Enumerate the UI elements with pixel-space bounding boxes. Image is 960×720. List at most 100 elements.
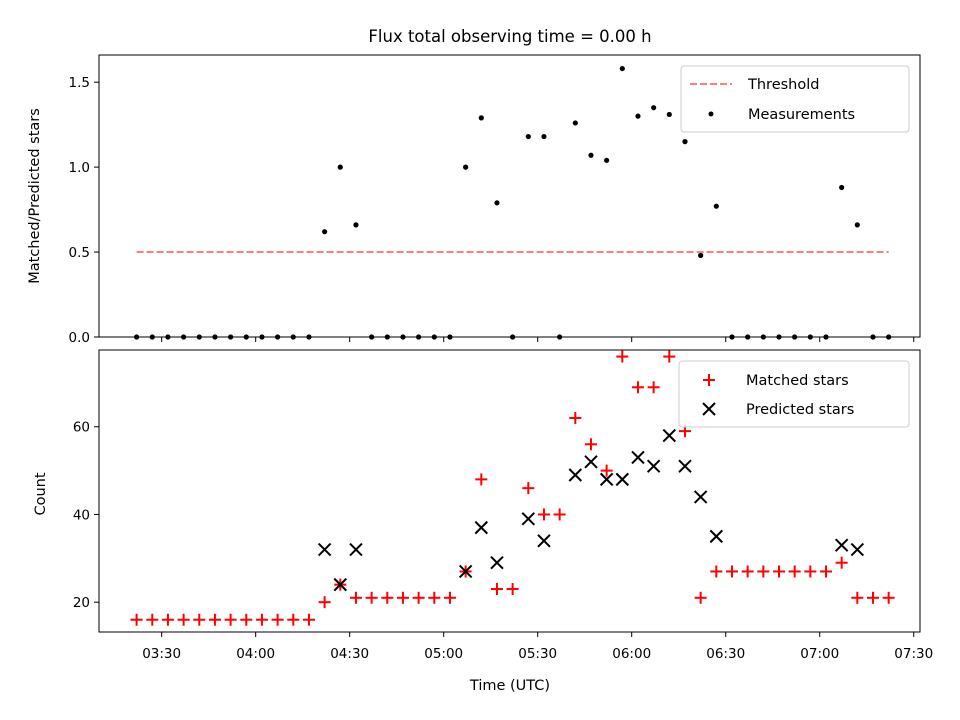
matched-star-point — [851, 591, 864, 604]
top-y-tick-label: 1.5 — [69, 75, 90, 91]
predicted-star-point — [474, 520, 489, 535]
bottom-y-tick-label: 60 — [73, 420, 90, 436]
matched-star-point — [584, 438, 597, 451]
bottom-x-axis: 03:30 04:00 04:30 05:00 05:30 06:00 06:30 07:00… — [142, 632, 933, 662]
predicted-star-mark-b — [584, 455, 598, 469]
predicted-star-mark-b — [693, 490, 708, 504]
matched-star-point — [537, 508, 550, 521]
predicted-star-mark-b — [631, 450, 645, 465]
matched-star-point — [271, 613, 284, 626]
matched-star-point — [522, 482, 535, 495]
predicted-star-point — [662, 428, 677, 443]
predicted-star-mark-b — [490, 555, 504, 570]
matched-star-point — [804, 565, 817, 578]
top-legend: Threshold Measurements — [680, 65, 910, 133]
matched-star-point — [161, 613, 174, 626]
predicted-star-point — [333, 577, 347, 592]
matched-star-point — [663, 350, 676, 363]
measurement-point — [682, 139, 688, 145]
top-y-tick-label: 0.5 — [69, 245, 90, 261]
predicted-star-point — [646, 459, 661, 473]
measurement-point — [635, 113, 641, 119]
matched-star-point — [255, 613, 268, 626]
matched-star-point — [240, 613, 253, 626]
matched-star-point — [506, 583, 519, 596]
predicted-star-point — [490, 555, 504, 570]
predicted-star-mark-b — [662, 428, 677, 443]
bottom-y-axis-label: Count — [33, 472, 49, 515]
matched-star-point — [443, 591, 456, 604]
matched-star-point — [224, 613, 237, 626]
measurement-point — [478, 115, 484, 121]
measurement-point — [651, 105, 657, 111]
predicted-star-mark-b — [474, 520, 489, 535]
predicted-star-mark-b — [458, 564, 473, 579]
predicted-star-point — [850, 542, 865, 557]
matched-star-point — [569, 411, 582, 424]
predicted-star-point — [521, 512, 536, 526]
bottom-x-tick-label: 07:00 — [800, 646, 839, 662]
matched-star-point — [616, 350, 629, 363]
measurement-point — [698, 252, 704, 259]
top-chart-title: Flux total observing time = 0.00 h — [368, 27, 651, 46]
bottom-x-axis-label: Time (UTC) — [469, 678, 550, 694]
measurement-point — [619, 65, 625, 72]
top-y-axis-label: Matched/Predicted stars — [27, 108, 43, 284]
measurement-point — [353, 222, 359, 228]
matched-star-point — [287, 613, 300, 626]
matched-star-point — [490, 583, 503, 596]
predicted-star-point — [693, 490, 708, 504]
measurement-point — [854, 222, 860, 228]
predicted-star-point — [599, 472, 614, 487]
measurement-point — [572, 120, 578, 126]
measurement-point — [463, 164, 469, 170]
legend-matched-swatch — [703, 374, 715, 386]
measurement-point — [322, 229, 328, 235]
bottom-x-tick-label: 04:30 — [330, 646, 369, 662]
matched-star-point — [694, 591, 707, 604]
matched-star-point — [428, 591, 441, 604]
matched-star-point — [396, 591, 409, 604]
predicted-star-mark-b — [615, 472, 630, 487]
measurement-point — [588, 152, 594, 158]
top-panel: Flux total observing time = 0.00 h 0.00.… — [27, 27, 921, 346]
predicted-star-point — [615, 472, 630, 487]
bottom-x-tick-label: 04:00 — [236, 646, 275, 662]
predicted-star-mark-b — [834, 538, 849, 552]
legend-threshold-label: Threshold — [747, 77, 819, 93]
matched-star-point — [130, 613, 143, 626]
matched-star-point — [208, 613, 221, 626]
matched-star-point — [381, 591, 394, 604]
legend-measurements-swatch — [708, 111, 714, 117]
matched-star-point — [146, 613, 159, 626]
top-y-tick-label: 1.0 — [69, 160, 90, 176]
predicted-star-point — [458, 564, 473, 579]
matched-star-point — [349, 591, 362, 604]
top-y-axis: 0.0 0.5 1.0 1.5 — [69, 75, 99, 346]
matched-star-point — [757, 565, 770, 578]
measurement-point — [713, 203, 719, 209]
matched-star-point — [318, 596, 331, 609]
legend-matched-label: Matched stars — [746, 373, 849, 389]
measurement-point — [604, 157, 610, 163]
predicted-star-mark-b — [333, 577, 347, 592]
bottom-x-tick-label: 03:30 — [142, 646, 181, 662]
matched-star-point — [600, 464, 613, 477]
matched-star-point — [177, 613, 190, 626]
top-y-tick-label: 0.0 — [69, 330, 90, 346]
matched-star-point — [475, 473, 488, 486]
bottom-x-tick-label: 05:00 — [424, 646, 463, 662]
matched-star-point — [819, 565, 832, 578]
predicted-star-point — [568, 468, 583, 482]
bottom-x-tick-label: 06:00 — [612, 646, 651, 662]
matched-star-point — [882, 591, 895, 604]
predicted-star-mark-b — [646, 459, 661, 473]
bottom-legend-box — [678, 360, 910, 428]
measurement-point — [666, 111, 672, 118]
bottom-legend: Matched stars Predicted stars — [678, 360, 910, 428]
matched-star-point — [788, 565, 801, 578]
predicted-star-point — [317, 542, 332, 557]
measurement-point — [494, 200, 500, 206]
predicted-star-mark-b — [349, 542, 363, 557]
